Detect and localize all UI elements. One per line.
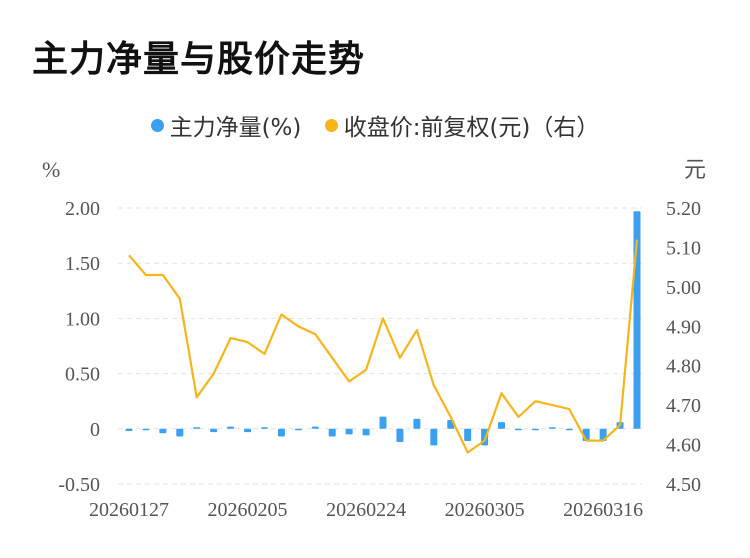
- bar-mark: [159, 428, 167, 434]
- bar-mark: [210, 428, 218, 433]
- left-tick-label: -0.50: [58, 474, 100, 496]
- legend-item-close-price[interactable]: 收盘价:前复权(元)（右）: [324, 108, 600, 142]
- bar-mark: [125, 428, 133, 432]
- bar-mark: [481, 428, 489, 446]
- right-tick-label: 4.60: [666, 435, 701, 457]
- right-tick-label: 4.90: [666, 316, 701, 338]
- left-axis-unit: %: [42, 157, 60, 182]
- chart-title: 主力净量与股价走势: [32, 39, 366, 80]
- bar-mark: [311, 426, 319, 429]
- legend-label-net-volume: 主力净量(%): [169, 115, 302, 141]
- bar-mark: [345, 428, 353, 435]
- bar-mark: [599, 428, 607, 441]
- bar-mark: [464, 428, 472, 441]
- bar-mark: [616, 422, 624, 429]
- right-tick-label: 5.20: [666, 198, 701, 220]
- bar-mark: [447, 419, 455, 429]
- legend: 主力净量(%) 收盘价:前复权(元)（右）: [0, 108, 750, 142]
- x-tick-label: 20260205: [208, 499, 288, 521]
- bar-mark: [430, 428, 438, 446]
- bar-mark: [328, 428, 336, 437]
- bar-mark: [514, 428, 522, 431]
- left-tick-label: 2.00: [65, 198, 100, 220]
- bar-mark: [294, 428, 302, 431]
- bar-mark: [244, 428, 252, 433]
- left-tick-label: 0.50: [65, 364, 100, 386]
- left-tick-label: 0: [90, 419, 100, 441]
- bar-mark: [633, 211, 641, 429]
- x-tick-label: 20260224: [326, 499, 406, 521]
- bar-series: [125, 211, 641, 446]
- right-tick-label: 4.70: [666, 395, 701, 417]
- bar-mark: [531, 428, 539, 431]
- bar-mark: [379, 416, 387, 429]
- legend-label-close-price: 收盘价:前复权(元)（右）: [343, 115, 600, 141]
- bar-mark: [277, 428, 285, 437]
- legend-item-net-volume[interactable]: 主力净量(%): [150, 108, 302, 142]
- bar-mark: [362, 428, 370, 436]
- x-tick-label: 20260316: [563, 499, 643, 521]
- right-tick-label: 5.10: [666, 237, 701, 259]
- legend-dot-blue: [150, 118, 164, 132]
- right-tick-label: 5.00: [666, 277, 701, 299]
- bar-mark: [413, 418, 421, 429]
- x-axis-ticks: 20260127 20260205 20260224 20260305 20260316: [89, 499, 643, 521]
- right-tick-label: 4.80: [666, 356, 701, 378]
- bar-mark: [565, 428, 573, 431]
- x-tick-label: 20260127: [89, 499, 169, 521]
- legend-dot-orange: [324, 118, 338, 132]
- right-axis-unit: 元: [684, 157, 706, 182]
- bar-mark: [396, 428, 404, 443]
- close-price-line: [128, 239, 639, 454]
- grid-lines: [118, 207, 642, 485]
- left-axis-ticks: 2.00 1.50 1.00 0.50 0 -0.50: [58, 198, 100, 496]
- bar-mark: [548, 427, 556, 429]
- line-series: [128, 239, 639, 454]
- left-tick-label: 1.50: [65, 253, 100, 275]
- bar-mark: [193, 427, 201, 429]
- bar-mark: [142, 428, 150, 431]
- x-tick-label: 20260305: [445, 499, 525, 521]
- bar-mark: [176, 428, 184, 437]
- right-tick-label: 4.50: [666, 474, 701, 496]
- bar-mark: [227, 426, 235, 429]
- bar-mark: [260, 427, 268, 429]
- left-tick-label: 1.00: [65, 308, 100, 330]
- bar-mark: [582, 428, 590, 441]
- right-axis-ticks: 5.20 5.10 5.00 4.90 4.80 4.70 4.60 4.50: [666, 198, 701, 496]
- bar-mark: [498, 422, 506, 429]
